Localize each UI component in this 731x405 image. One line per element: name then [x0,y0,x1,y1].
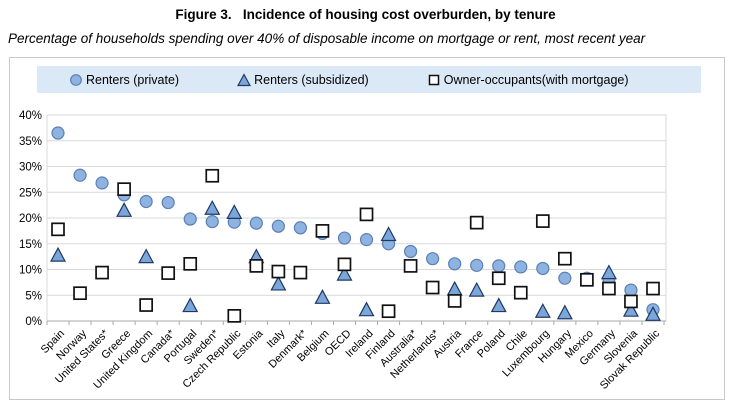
chart-container: 0% 5% 10% 15% 20% 25% 30% 35% 40% Spain Norway Unit… [9,57,725,400]
svg-text:5%: 5% [25,290,42,302]
svg-text:30%: 30% [19,162,42,174]
legend-label: Renters (subsidized) [254,72,369,87]
svg-text:40%: 40% [19,110,42,122]
figure-title: Figure 3. Incidence of housing cost over… [175,7,556,22]
svg-text:25%: 25% [19,187,42,199]
square-icon [428,74,439,85]
svg-text:15%: 15% [19,239,42,251]
chart-legend: Renters (private) Renters (subsidized) O… [37,66,701,93]
legend-label: Renters (private) [86,72,180,87]
legend-item-renters-private: Renters (private) [69,73,179,87]
svg-text:20%: 20% [19,213,42,225]
legend-label: Owner-occupants(with mortgage) [443,72,629,87]
circle-icon [70,73,82,86]
svg-text:0%: 0% [25,316,42,328]
legend-item-owner-occupants: Owner-occupants(with mortgage) [427,73,629,87]
scatter-plot: 0%5%10%15%20%25%30%35%40%SpainNorwayUnit… [19,110,667,392]
legend-item-renters-subsidized: Renters (subsidized) [237,73,369,87]
svg-text:35%: 35% [19,136,42,148]
figure-subtitle: Percentage of households spending over 4… [8,31,646,46]
triangle-icon [237,72,252,86]
svg-text:10%: 10% [19,265,42,277]
